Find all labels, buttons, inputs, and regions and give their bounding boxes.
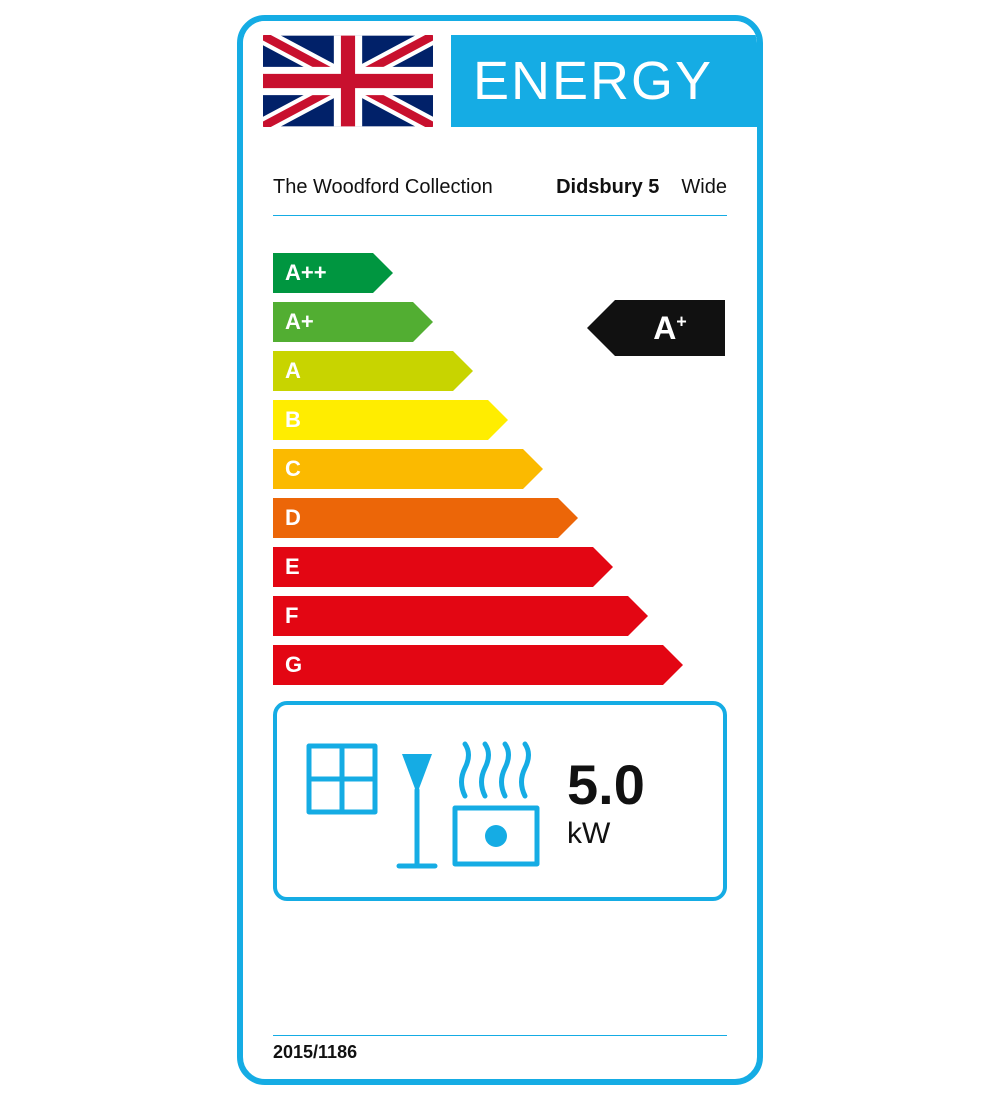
energy-label-card: ENERGY The Woodford Collection Didsbury … (237, 15, 763, 1085)
scale-bar: E (273, 547, 593, 587)
scale-row: G (273, 645, 733, 685)
window-icon (309, 746, 375, 812)
scale-bar: A++ (273, 253, 373, 293)
scale-row: E (273, 547, 733, 587)
heater-icon (455, 744, 537, 864)
scale-bar-label: G (285, 652, 302, 678)
scale-bar: B (273, 400, 488, 440)
scale-bar-label: B (285, 407, 301, 433)
model-name: Didsbury 5 (556, 176, 659, 199)
regulation-line: 2015/1186 (273, 1035, 727, 1063)
scale-bar-label: A+ (285, 309, 314, 335)
scale-row: B (273, 400, 733, 440)
rating-badge: A+ (615, 300, 725, 356)
output-number: 5.0 (567, 752, 723, 817)
scale-bar: D (273, 498, 558, 538)
variant-name: Wide (681, 176, 727, 199)
output-unit: kW (567, 817, 723, 851)
product-line: The Woodford Collection Didsbury 5 Wide (273, 176, 727, 216)
scale-bar: A (273, 351, 453, 391)
energy-title-band: ENERGY (451, 35, 757, 127)
brand-name: The Woodford Collection (273, 176, 493, 199)
scale-row: A++ (273, 253, 733, 293)
regulation-number: 2015/1186 (273, 1042, 357, 1062)
scale-bar: G (273, 645, 663, 685)
scale-bar-label: E (285, 554, 300, 580)
scale-bar-label: A++ (285, 260, 327, 286)
uk-flag-icon (263, 35, 433, 127)
scale-bar: C (273, 449, 523, 489)
scale-row: D (273, 498, 733, 538)
scale-bar-label: C (285, 456, 301, 482)
output-value: 5.0 kW (557, 752, 723, 851)
scale-bar: A+ (273, 302, 413, 342)
lamp-icon (399, 754, 435, 866)
scale-bar-label: D (285, 505, 301, 531)
heat-pictograms (277, 705, 557, 897)
rating-class: A+ (653, 310, 687, 347)
output-panel: 5.0 kW (273, 701, 727, 901)
header: ENERGY (243, 21, 757, 139)
scale-row: C (273, 449, 733, 489)
scale-bar-label: F (285, 603, 298, 629)
scale-row: A (273, 351, 733, 391)
energy-title: ENERGY (473, 50, 713, 112)
scale-bar-label: A (285, 358, 301, 384)
scale-bar: F (273, 596, 628, 636)
scale-row: F (273, 596, 733, 636)
